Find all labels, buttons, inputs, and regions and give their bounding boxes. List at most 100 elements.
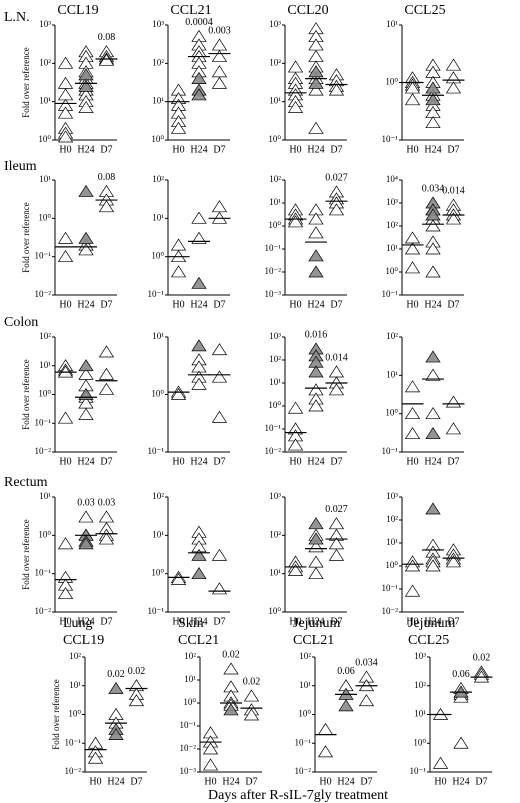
- x-tick-label: H24: [77, 144, 94, 155]
- triangle-point: [57, 587, 74, 600]
- panel-title: Jejunum: [408, 616, 456, 631]
- y-tick-label: 10⁰: [268, 220, 281, 230]
- y-tick-label: 10⁰: [68, 709, 81, 719]
- triangle-point: [425, 368, 441, 381]
- triangle-point: [57, 250, 74, 263]
- p-value: 0.016: [305, 329, 328, 340]
- x-tick-label: H24: [307, 616, 324, 627]
- y-axis-label: Fold over reference: [21, 359, 31, 429]
- triangle-point: [78, 184, 94, 197]
- panel-title: CCL19: [57, 3, 98, 18]
- y-tick-label: 10²: [39, 331, 51, 341]
- triangle-point: [191, 231, 207, 244]
- triangle-point: [98, 345, 115, 358]
- y-tick-label: 10¹: [386, 19, 398, 29]
- y-tick-label: 10⁰: [38, 389, 51, 399]
- y-tick-label: 10¹: [269, 197, 281, 207]
- triangle-point: [98, 532, 115, 545]
- triangle-point: [98, 53, 115, 66]
- y-tick-label: 10¹: [269, 568, 281, 578]
- triangle-point: [98, 200, 115, 213]
- triangle-point: [425, 81, 441, 94]
- p-value: 0.02: [107, 669, 125, 680]
- triangle-point: [445, 81, 462, 94]
- y-tick-label: 10⁻¹: [148, 606, 165, 616]
- triangle-point: [328, 365, 345, 378]
- triangle-point: [404, 81, 421, 94]
- y-tick-label: 10¹: [39, 174, 51, 184]
- x-tick-label: D7: [330, 144, 342, 155]
- y-tick-label: 10⁻²: [35, 606, 52, 616]
- triangle-point: [328, 548, 345, 561]
- y-axis-label: Fold over reference: [51, 679, 61, 749]
- triangle-point: [425, 265, 441, 278]
- x-tick-label: H0: [406, 616, 418, 627]
- x-tick-label: H24: [424, 616, 441, 627]
- p-value: 0.034: [355, 657, 378, 668]
- triangle-point: [445, 395, 462, 408]
- x-tick-label: H24: [307, 299, 324, 310]
- x-tick-label: H0: [289, 616, 301, 627]
- x-tick-label: H0: [172, 299, 184, 310]
- y-tick-label: 10¹: [39, 491, 51, 501]
- x-tick-label: D7: [130, 776, 142, 787]
- y-tick-label: 10⁰: [385, 408, 398, 418]
- p-value: 0.03: [77, 497, 95, 508]
- x-tick-label: H0: [289, 299, 301, 310]
- y-tick-label: 10⁰: [298, 709, 311, 719]
- p-value: 0.03: [98, 497, 116, 508]
- triangle-point: [404, 93, 421, 106]
- triangle-point: [425, 559, 441, 572]
- triangle-point: [78, 359, 94, 372]
- x-tick-label: H24: [190, 299, 207, 310]
- triangle-point: [223, 703, 239, 716]
- p-value: 0.027: [325, 172, 348, 183]
- y-tick-label: 10¹: [414, 709, 426, 719]
- triangle-point: [287, 100, 304, 113]
- triangle-point: [404, 380, 421, 393]
- y-tick-label: 10⁰: [151, 389, 164, 399]
- p-value: 0.08: [98, 32, 116, 43]
- triangle-point: [170, 265, 187, 278]
- y-tick-label: 10¹: [269, 96, 281, 106]
- p-value: 0.003: [208, 25, 231, 36]
- y-tick-label: 10⁻²: [382, 606, 399, 616]
- y-tick-label: 10²: [269, 529, 281, 539]
- triangle-point: [308, 517, 324, 530]
- y-tick-label: 10⁰: [385, 560, 398, 570]
- triangle-point: [211, 410, 228, 423]
- triangle-point: [191, 567, 207, 580]
- y-tick-label: 10⁻²: [35, 289, 52, 299]
- triangle-point: [425, 407, 441, 420]
- triangle-point: [445, 422, 462, 435]
- y-tick-label: 10²: [184, 651, 196, 661]
- triangle-point: [170, 572, 187, 585]
- x-tick-label: H24: [424, 299, 441, 310]
- triangle-point: [191, 211, 207, 224]
- x-tick-label: D7: [330, 456, 342, 467]
- triangle-point: [128, 694, 145, 707]
- y-tick-label: 10³: [414, 651, 426, 661]
- triangle-point: [223, 662, 239, 675]
- triangle-point: [328, 517, 345, 530]
- triangle-point: [211, 49, 228, 62]
- y-tick-label: 10⁻¹: [265, 243, 282, 253]
- y-tick-label: 10²: [152, 57, 164, 67]
- y-tick-label: 10¹: [386, 369, 398, 379]
- y-tick-label: 10⁻²: [65, 766, 82, 776]
- x-tick-label: H0: [172, 456, 184, 467]
- y-tick-label: 10³: [269, 19, 281, 29]
- triangle-point: [308, 49, 324, 62]
- y-tick-label: 10¹: [386, 537, 398, 547]
- y-tick-label: 10¹: [39, 360, 51, 370]
- x-axis-label: Days after R-sIL-7gly treatment: [208, 788, 388, 803]
- y-tick-label: 10⁻¹: [382, 446, 399, 456]
- triangle-point: [170, 387, 187, 400]
- triangle-point: [308, 76, 324, 89]
- x-tick-label: D7: [100, 456, 112, 467]
- triangle-point: [338, 699, 354, 712]
- triangle-point: [87, 751, 104, 764]
- triangle-point: [191, 548, 207, 561]
- panel-title: Skin: [178, 616, 204, 631]
- triangle-point: [287, 401, 304, 414]
